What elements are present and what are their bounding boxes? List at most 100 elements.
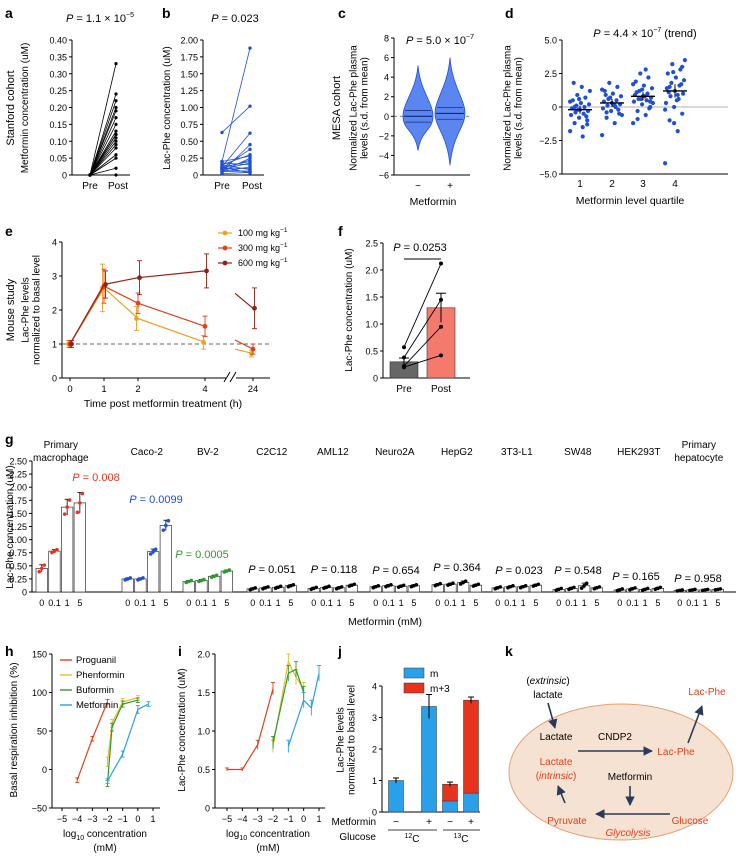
panel-f-title-p: P [393, 242, 401, 254]
panel-i-series-line [227, 688, 274, 771]
panel-a-ytick-label: 0.15 [49, 120, 67, 130]
lacphe-intracellular-label: Lac-Phe [657, 747, 695, 758]
panel-g-xtick-label: 1 [399, 598, 404, 608]
panel-d-xtick-label: 1 [577, 179, 583, 190]
panel-f-point-post [439, 297, 443, 302]
panel-f-xtick-label: Pre [396, 384, 412, 395]
panel-d-point [640, 102, 645, 107]
panel-a-ylabel: Metformin concentration (uM) [20, 43, 31, 174]
panel-g-group-label: AML12 [317, 447, 349, 458]
panel-f-ytick-label: 2.0 [365, 266, 378, 276]
panel-c-ytick-label: 4 [384, 73, 389, 83]
panel-j-ylabel: normalized to basal level [347, 685, 358, 795]
panel-g-xtick-label: 0.1 [382, 598, 395, 608]
panel-e-ytick-label: 3 [52, 272, 57, 282]
panel-d-point [580, 134, 585, 139]
panel-f-point-pre [402, 355, 406, 360]
panel-b-pair-line [221, 166, 251, 173]
panel-j-metformin-sign: + [468, 817, 474, 828]
panel-d-ytick-label: 0 [552, 103, 557, 113]
panel-g-ytick-label: 1.00 [9, 535, 27, 545]
panel-c-title: P = 5.0 × 10−7 [406, 34, 474, 47]
panel-d-point [663, 107, 668, 112]
panel-f-pair-line [403, 299, 442, 358]
panel-j-legend-label: m+3 [430, 684, 450, 695]
panel-b: b 0 0.25 0.50 0.75 1.00 1.25 1.50 1.75 2.00 Lac-Ph… [162, 5, 264, 192]
panel-g-pvalue-p: P [674, 573, 682, 585]
panel-a-pair-line [89, 124, 117, 176]
panel-i-xtick-label: −1 [283, 814, 293, 824]
panel-d-point [631, 120, 636, 126]
panel-c-ytick-label: −6 [379, 171, 389, 181]
panel-g-xtick-label: 0 [250, 598, 255, 608]
panel-i-xtick-label: −5 [222, 814, 232, 824]
panel-d-point [572, 120, 577, 126]
panel-a-title-p: P [66, 13, 74, 25]
panel-g-group-label: HEK293T [617, 447, 660, 458]
panel-a-point-post [114, 132, 118, 137]
extrinsic-word: extrinsic [530, 676, 567, 687]
panel-b-ytick-label: 1.75 [180, 52, 198, 62]
panel-g-xtick-label: 0 [311, 598, 316, 608]
panel-e-xtick-label: 4 [202, 384, 207, 395]
panel-b-ytick-label: 1.50 [180, 69, 198, 79]
panel-g-pvalue-lead: = 0.0099 [137, 494, 183, 506]
panel-g-point [214, 573, 219, 578]
panel-h-xtick-label: −5 [57, 814, 67, 824]
panel-d-point [584, 114, 589, 119]
panel-b-pair-line [221, 157, 251, 172]
panel-i-series-line [272, 668, 305, 743]
panel-b-pair-line [221, 105, 251, 133]
panel-g-xtick-label: 0 [373, 598, 378, 608]
arrow-pyruvate-to-lactate [556, 785, 566, 804]
panel-d-title-tail: (trend) [661, 28, 696, 40]
panel-f-ytick-label: 0 [373, 374, 378, 384]
panel-h-legend-label: Metformin [76, 700, 118, 711]
panel-g-point [414, 582, 419, 587]
panel-e-series-line [103, 285, 139, 304]
panel-e-ylabel: normalized to basal level [32, 255, 43, 365]
panel-b-xtick-label: Post [242, 181, 262, 192]
panel-g-pvalue-p: P [612, 571, 620, 583]
panel-g-group-label: macrophage [33, 453, 89, 464]
panel-e-series-line [69, 284, 105, 345]
panel-a-point-post [114, 62, 118, 66]
panel-b-pair-line [221, 48, 251, 162]
panel-c: c −6 −4 −2 0 2 4 6 8 MESA cohort Normalized Lac-Ph… [331, 5, 474, 208]
panel-i-xtick-label: 0 [301, 814, 306, 824]
panel-label-b: b [162, 5, 171, 21]
extrinsic-paren-close: ) [566, 676, 569, 687]
panel-h-xlabel-tail: concentration [84, 829, 147, 840]
panel-label-f: f [338, 223, 343, 239]
panel-e-xtick-label: 0 [67, 384, 72, 395]
panel-c-ylabel: Normalized Lac-Phe plasma [349, 45, 360, 171]
panel-e-xtick-label: 24 [248, 384, 259, 395]
panel-h-xtick-label: −3 [87, 814, 97, 824]
panel-b-pair-line [221, 155, 251, 162]
panel-e-series-line [137, 270, 206, 279]
panel-g-point [42, 563, 47, 567]
panel-h-ylabel: Basal respiration inhibition (%) [9, 662, 20, 797]
panel-g-xtick-label: 5 [288, 598, 293, 608]
panel-d-point [681, 91, 686, 96]
panel-d-point [663, 161, 668, 166]
panel-b-xtick-label: Pre [214, 181, 230, 192]
panel-h-ytick-label: 0 [42, 765, 47, 775]
panel-g-bar [134, 578, 147, 593]
panel-i-ytick-label: 1.5 [197, 688, 210, 698]
panel-b-point-post [248, 147, 252, 152]
cndp2-label: CNDP2 [598, 732, 632, 743]
panel-g-pvalue-p: P [175, 549, 183, 561]
panel-j-legend-label: m [430, 669, 438, 680]
panel-c-ytick-label: 0 [384, 112, 389, 122]
panel-g-point [718, 587, 723, 591]
panel-g-point [389, 582, 393, 587]
panel-a-ytick-label: 0.35 [49, 52, 67, 62]
panel-g-xtick-label: 0 [617, 598, 622, 608]
panel-g-ytick-label: 0.75 [9, 548, 27, 558]
panel-g-ytick-label: 1.75 [9, 496, 27, 506]
panel-e-ytick-label: 2 [52, 306, 57, 316]
panel-h-xtick-label: 1 [150, 814, 155, 824]
